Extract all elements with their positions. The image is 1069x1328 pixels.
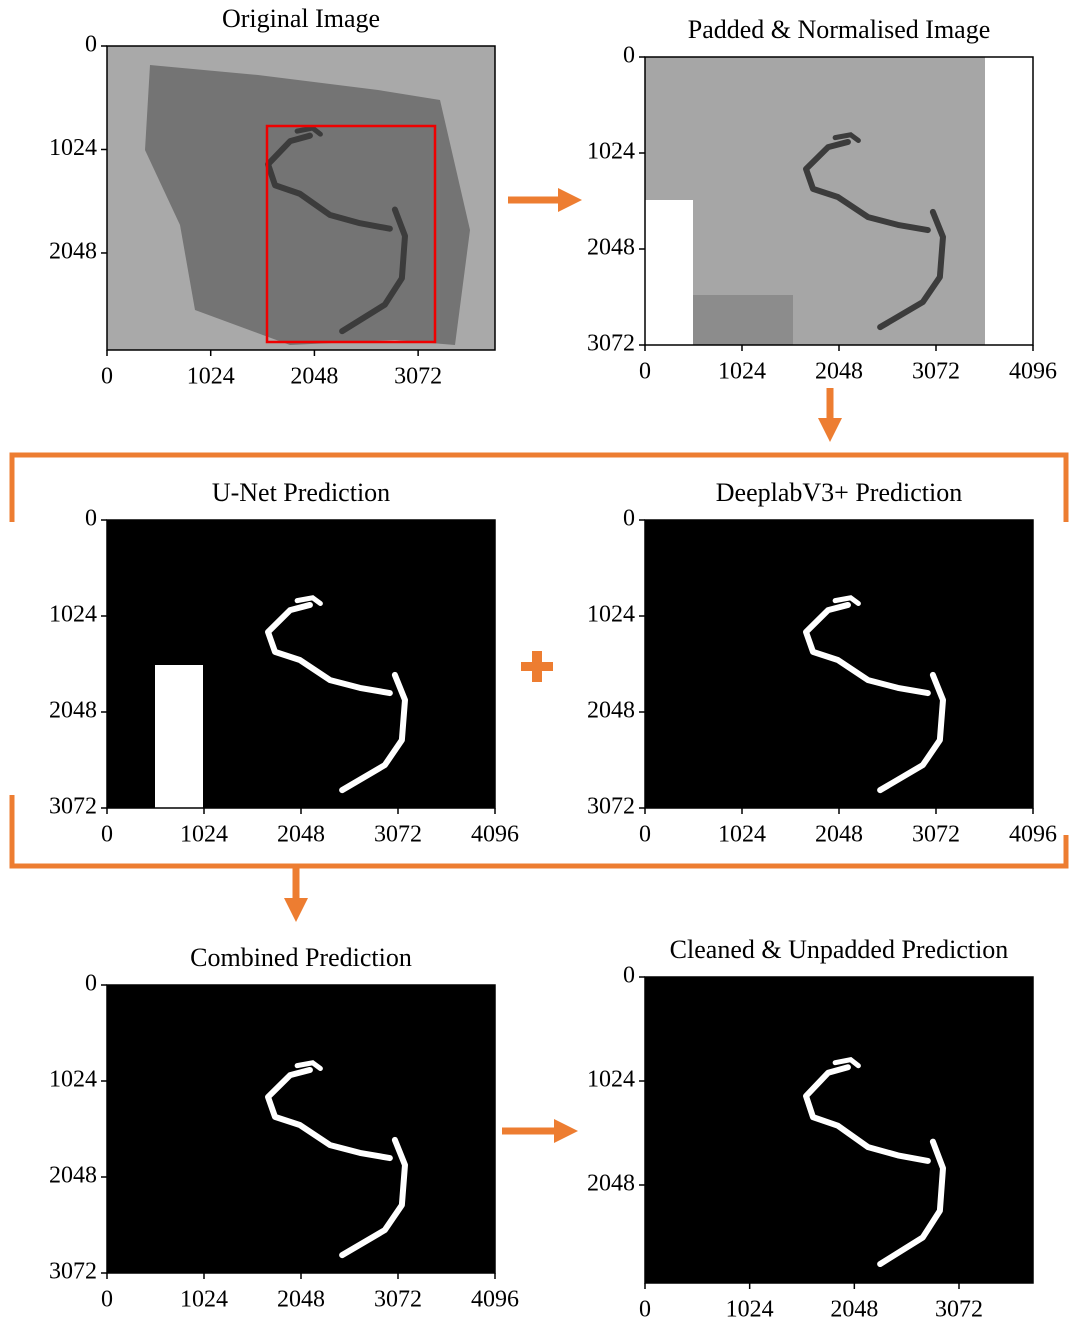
- river: [339, 1136, 408, 1259]
- artefact: [155, 665, 203, 808]
- river: [339, 671, 408, 794]
- river-detail: [832, 1056, 861, 1069]
- y-tick-label: 2048: [587, 1170, 635, 1196]
- river-detail: [294, 595, 323, 607]
- river: [877, 671, 946, 794]
- x-tick-label: 4096: [1009, 822, 1057, 848]
- y-tick-label: 3072: [49, 794, 97, 820]
- padding: [985, 57, 1033, 345]
- arrow-head: [818, 418, 842, 442]
- crop-box: [265, 124, 437, 344]
- x-tick-label: 0: [639, 822, 651, 848]
- x-tick-label: 3072: [935, 1297, 983, 1323]
- bracket-top: [9, 452, 1069, 522]
- panel: Cleaned & Unpadded Prediction 0 1024 2048 30…: [587, 935, 1034, 1323]
- x-tick-label: 1024: [718, 822, 766, 848]
- river-detail: [832, 132, 861, 144]
- x-tick-label: 1024: [187, 364, 235, 390]
- arrow-head: [558, 188, 582, 212]
- river-detail: [832, 595, 861, 607]
- y-tick-label: 2048: [587, 235, 635, 261]
- river-detail: [294, 125, 323, 137]
- river: [265, 1066, 393, 1162]
- y-tick-label: 0: [85, 971, 97, 997]
- x-tick-label: 2048: [830, 1297, 878, 1323]
- x-tick-label: 3072: [394, 364, 442, 390]
- y-tick-label: 0: [85, 506, 97, 532]
- x-tick-label: 2048: [277, 1287, 325, 1313]
- y-tick-label: 3072: [49, 1259, 97, 1285]
- arrow-head: [554, 1119, 578, 1143]
- panel-title: DeeplabV3+ Prediction: [716, 478, 962, 507]
- y-tick-label: 3072: [587, 331, 635, 357]
- river: [265, 132, 393, 232]
- river: [265, 601, 393, 697]
- image-scene: [145, 65, 470, 345]
- y-tick-label: 1024: [587, 1066, 635, 1092]
- panel-title: Original Image: [222, 4, 380, 33]
- panel: DeeplabV3+ Prediction 0 1024 2048 3072 4096 0 1…: [587, 478, 1057, 848]
- x-tick-label: 0: [101, 364, 113, 390]
- x-tick-label: 3072: [374, 822, 422, 848]
- x-tick-label: 2048: [277, 822, 325, 848]
- x-tick-label: 0: [639, 359, 651, 385]
- panel: Padded & Normalised Image 0 1024 2048 3072 40…: [587, 15, 1057, 385]
- y-tick-label: 2048: [587, 698, 635, 724]
- x-tick-label: 2048: [290, 364, 338, 390]
- x-tick-label: 4096: [1009, 359, 1057, 385]
- y-tick-label: 2048: [49, 698, 97, 724]
- x-tick-label: 2048: [815, 822, 863, 848]
- panel: Combined Prediction 0 1024 2048 3072 4096 0 102…: [49, 943, 519, 1313]
- panel-title: U-Net Prediction: [212, 478, 390, 507]
- x-tick-label: 1024: [180, 1287, 228, 1313]
- x-tick-label: 4096: [471, 822, 519, 848]
- axes-frame: [644, 976, 1034, 1284]
- x-tick-label: 0: [101, 1287, 113, 1313]
- river: [877, 1138, 946, 1268]
- y-tick-label: 2048: [49, 238, 97, 264]
- y-tick-label: 0: [623, 963, 635, 989]
- y-tick-label: 1024: [49, 602, 97, 628]
- river-detail: [294, 1060, 323, 1072]
- x-tick-label: 2048: [815, 359, 863, 385]
- x-tick-label: 1024: [726, 1297, 774, 1323]
- panel-title: Combined Prediction: [190, 943, 412, 972]
- y-tick-label: 0: [623, 506, 635, 532]
- y-tick-label: 2048: [49, 1163, 97, 1189]
- image-tile: [693, 295, 793, 345]
- river: [339, 206, 408, 335]
- river: [803, 1064, 931, 1164]
- x-tick-label: 1024: [180, 822, 228, 848]
- arrow-head: [284, 898, 308, 922]
- x-tick-label: 4096: [471, 1287, 519, 1313]
- plus: [532, 651, 542, 682]
- panel: U-Net Prediction 0 1024 2048 3072 4096 0 1024 20…: [49, 478, 519, 848]
- y-tick-label: 0: [623, 43, 635, 69]
- panel: Original Image 0 1024 2048 3072 0 1024 2048: [49, 4, 496, 390]
- y-tick-label: 1024: [587, 139, 635, 165]
- river: [803, 601, 931, 697]
- x-tick-label: 3072: [912, 822, 960, 848]
- y-tick-label: 1024: [587, 602, 635, 628]
- y-tick-label: 0: [85, 32, 97, 58]
- x-tick-label: 3072: [374, 1287, 422, 1313]
- panel-title: Padded & Normalised Image: [688, 15, 991, 44]
- padding: [645, 200, 693, 345]
- axes-frame: [106, 45, 496, 351]
- y-tick-label: 3072: [587, 794, 635, 820]
- x-tick-label: 1024: [718, 359, 766, 385]
- panel-title: Cleaned & Unpadded Prediction: [670, 935, 1009, 964]
- river: [803, 138, 931, 234]
- river: [877, 208, 946, 331]
- y-tick-label: 1024: [49, 135, 97, 161]
- x-tick-label: 0: [101, 822, 113, 848]
- y-tick-label: 1024: [49, 1067, 97, 1093]
- x-tick-label: 3072: [912, 359, 960, 385]
- bracket-bottom: [9, 795, 1069, 869]
- x-tick-label: 0: [639, 1297, 651, 1323]
- arrows: [9, 188, 1069, 1143]
